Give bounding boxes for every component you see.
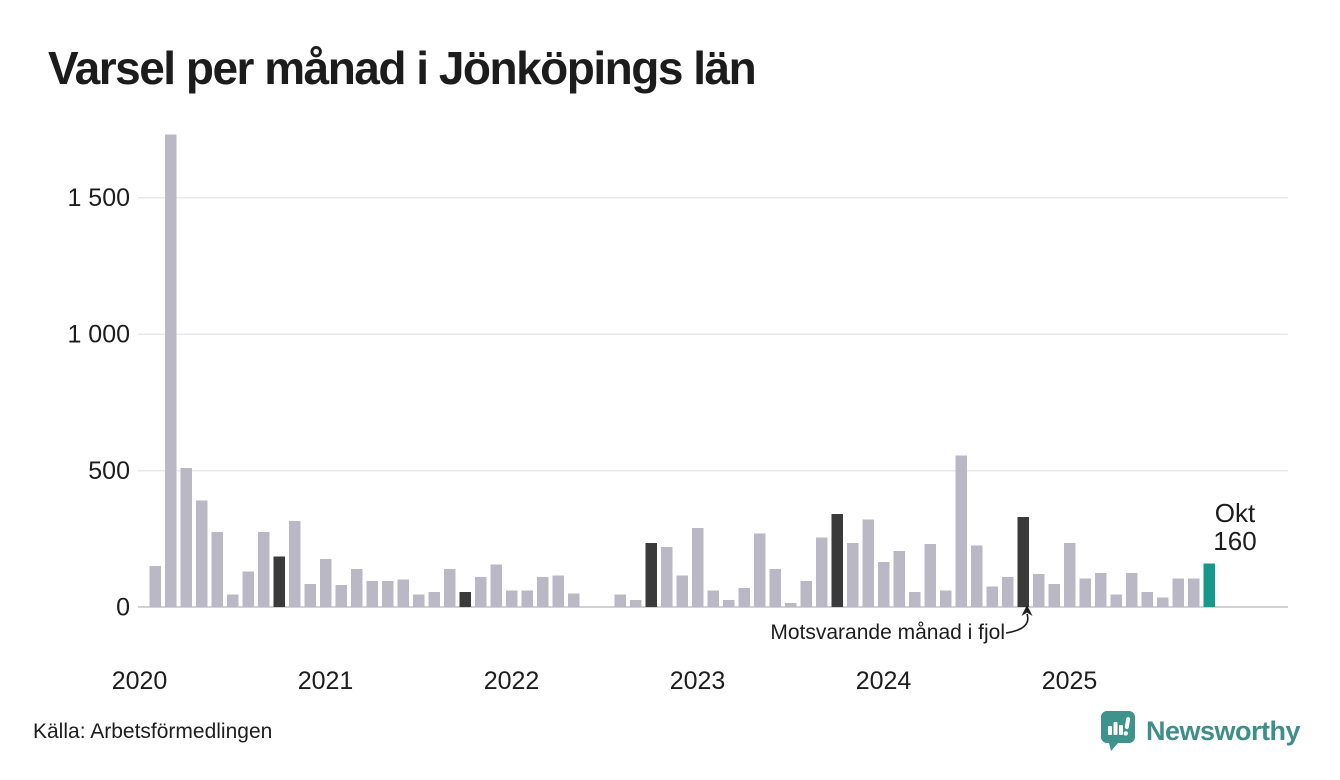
bar-same-month-last-year <box>273 556 285 608</box>
bar-month <box>1156 597 1169 608</box>
bar-month <box>939 590 952 607</box>
bar-month <box>691 527 704 607</box>
bar-month <box>149 566 161 607</box>
bar-month <box>288 521 301 607</box>
bar-month <box>536 576 549 607</box>
bar-month <box>195 500 208 607</box>
annotation-last-year-label: Motsvarande månad i fjol <box>770 621 1005 644</box>
x-year-label: 2021 <box>298 667 354 695</box>
bar-month <box>908 591 921 608</box>
bar-month <box>738 587 750 607</box>
x-year-label: 2025 <box>1042 667 1098 695</box>
bar-month <box>1172 578 1184 608</box>
bar-month <box>350 568 363 607</box>
bar-month <box>443 568 456 607</box>
bar-month <box>1048 583 1060 607</box>
bar-month <box>1001 576 1014 607</box>
newsworthy-wordmark: Newsworthy <box>1145 715 1301 746</box>
bar-month <box>304 583 316 607</box>
current-month-value: 160 <box>1213 526 1257 556</box>
newsworthy-logo: Newsworthy <box>1100 709 1301 753</box>
bar-month <box>1063 542 1076 608</box>
bar-month <box>893 551 905 607</box>
bar-month <box>986 586 998 607</box>
bar-month <box>164 134 177 607</box>
bar-month <box>552 575 564 608</box>
bar-month <box>412 594 425 608</box>
page-title: Varsel per månad i Jönköpings län <box>48 42 757 94</box>
bar-month <box>567 593 580 607</box>
bar-same-month-last-year <box>1017 516 1029 607</box>
current-month-label: Okt 160 <box>1190 499 1280 555</box>
bar-month <box>815 537 828 607</box>
y-tick-label: 1 500 <box>67 184 130 212</box>
bar-month <box>211 531 223 607</box>
bar-month <box>753 533 766 607</box>
y-tick-label: 1 000 <box>67 321 130 349</box>
bar-month <box>1110 594 1122 608</box>
bar-same-month-last-year <box>831 514 843 607</box>
bar-month <box>970 545 983 608</box>
x-year-label: 2022 <box>484 667 540 695</box>
bar-month <box>474 576 487 607</box>
bar-month <box>846 542 859 608</box>
bar-month <box>180 467 192 607</box>
bar-month <box>381 581 394 608</box>
newsworthy-bubble-chart-icon <box>1100 711 1135 751</box>
annotation-arrow-icon <box>1005 605 1033 634</box>
bar-month <box>1141 591 1153 608</box>
bar-same-month-last-year <box>459 591 471 608</box>
bar-month <box>862 519 874 607</box>
x-year-label: 2020 <box>112 667 168 695</box>
bar-month <box>505 590 518 607</box>
y-tick-label: 0 <box>116 594 130 622</box>
bar-month <box>397 579 409 607</box>
bar-month <box>722 600 735 607</box>
bar-month <box>629 600 642 607</box>
bar-month <box>707 590 719 607</box>
bar-month <box>1032 574 1045 607</box>
bar-month <box>660 546 673 607</box>
bar-month <box>924 544 936 607</box>
bar-month <box>366 581 378 608</box>
y-tick-label: 500 <box>88 457 130 485</box>
bar-month <box>226 594 239 608</box>
bar-month <box>428 591 440 608</box>
bar-month <box>800 581 812 608</box>
bar-month <box>257 531 270 607</box>
x-year-label: 2024 <box>856 667 912 695</box>
x-year-label: 2023 <box>670 667 726 695</box>
bar-month <box>319 559 332 608</box>
bar-month <box>784 602 797 607</box>
bar-month <box>676 575 688 608</box>
bar-month <box>1079 578 1091 608</box>
bar-month <box>335 585 347 607</box>
bar-month <box>769 568 781 607</box>
bar-month <box>614 594 626 608</box>
current-month-name: Okt <box>1214 498 1256 528</box>
bar-month <box>1187 578 1200 608</box>
bar-month <box>877 561 890 608</box>
bar-month <box>490 564 502 607</box>
bar-month <box>521 590 533 607</box>
bar-month <box>1094 572 1107 608</box>
bar-month <box>1125 572 1138 608</box>
source-credit: Källa: Arbetsförmedlingen <box>33 720 273 743</box>
bar-current-month <box>1203 563 1215 607</box>
bar-month <box>242 571 254 607</box>
bar-same-month-last-year <box>645 542 657 608</box>
bar-month <box>955 455 967 608</box>
